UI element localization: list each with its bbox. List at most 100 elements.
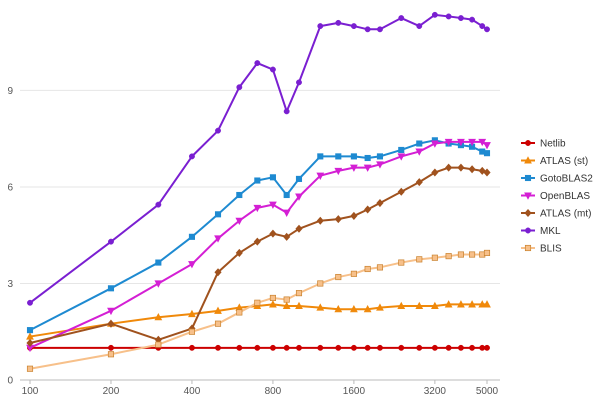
data-point (430, 301, 439, 310)
data-point (350, 211, 358, 220)
legend-marker (525, 140, 531, 146)
data-point (155, 259, 162, 266)
y-tick-label: 9 (7, 86, 13, 97)
data-point (445, 344, 452, 351)
legend-marker (525, 227, 531, 234)
legend-item: OpenBLAS (521, 191, 590, 202)
data-point (377, 344, 383, 351)
data-point (457, 138, 465, 147)
series-atlas-mt (26, 163, 491, 348)
data-point (376, 161, 384, 169)
data-point (236, 309, 243, 316)
data-point (430, 140, 439, 148)
data-point (483, 142, 491, 150)
legend-item: ATLAS (mt) (521, 209, 591, 220)
data-point (107, 285, 115, 292)
data-point (483, 168, 491, 177)
legend-marker (524, 192, 532, 200)
data-point (350, 23, 357, 30)
data-point (364, 265, 371, 273)
data-point (415, 301, 424, 310)
data-point (479, 23, 486, 30)
data-point (334, 215, 342, 224)
legend: Netlib ATLAS (st) GotoBLAS2 OpenBLAS ATLAS (… (521, 139, 593, 255)
data-point (335, 273, 342, 281)
data-point (316, 303, 325, 311)
data-point (317, 153, 324, 160)
data-point (376, 199, 384, 208)
data-point (363, 304, 372, 313)
data-point (457, 15, 464, 21)
data-point (254, 177, 261, 184)
data-point (269, 344, 276, 351)
data-point (350, 164, 358, 172)
legend-item: MKL (521, 226, 561, 237)
data-point (376, 303, 384, 311)
data-point (254, 344, 261, 351)
data-point (468, 300, 476, 308)
data-point (397, 187, 405, 196)
data-point (154, 280, 163, 288)
x-tick-label: 100 (22, 386, 39, 397)
data-point (283, 108, 290, 115)
data-point (431, 344, 438, 351)
y-tick-label: 6 (7, 182, 13, 193)
data-point (283, 296, 290, 303)
data-point (444, 138, 453, 147)
data-point (364, 26, 371, 33)
data-point (364, 344, 371, 351)
data-point (188, 261, 196, 269)
data-point (468, 165, 476, 174)
x-tick-label: 3200 (424, 386, 447, 397)
data-point (376, 264, 384, 271)
data-point (188, 233, 195, 240)
legend-label: GotoBLAS2 (540, 174, 593, 185)
data-point (457, 163, 465, 172)
data-point (215, 344, 221, 351)
data-point (188, 344, 195, 351)
data-point (484, 26, 490, 33)
data-point (445, 163, 453, 172)
series-blis (26, 249, 491, 372)
data-point (214, 306, 222, 314)
data-point (335, 344, 342, 351)
data-point (108, 344, 114, 351)
data-point (27, 299, 33, 306)
data-point (214, 320, 222, 327)
legend-item: GotoBLAS2 (521, 174, 593, 185)
data-point (235, 248, 243, 257)
data-point (188, 153, 195, 160)
data-point (269, 174, 276, 181)
data-point (316, 172, 325, 180)
series-line (29, 303, 487, 338)
x-tick-label: 200 (103, 386, 120, 397)
y-tick-label: 3 (7, 279, 13, 290)
legend-marker (524, 244, 532, 252)
data-point (295, 193, 303, 201)
data-point (398, 146, 405, 154)
data-point (445, 13, 452, 20)
plot-area (26, 11, 491, 372)
data-point (317, 344, 324, 351)
legend-label: ATLAS (mt) (540, 209, 591, 220)
data-point (350, 344, 357, 351)
data-point (334, 167, 343, 176)
data-point (214, 211, 222, 218)
data-point (107, 351, 115, 358)
data-point (283, 344, 290, 351)
data-point (397, 301, 406, 310)
data-point (295, 175, 303, 182)
data-point (253, 237, 261, 246)
data-point (445, 253, 452, 260)
data-point (107, 319, 115, 328)
data-point (155, 341, 162, 348)
data-point (457, 251, 464, 258)
data-point (335, 19, 342, 26)
data-point (416, 140, 423, 147)
data-point (468, 138, 476, 147)
data-point (282, 301, 291, 310)
data-point (350, 153, 357, 160)
data-point (484, 344, 490, 351)
data-point (296, 344, 302, 351)
data-point (296, 79, 302, 86)
